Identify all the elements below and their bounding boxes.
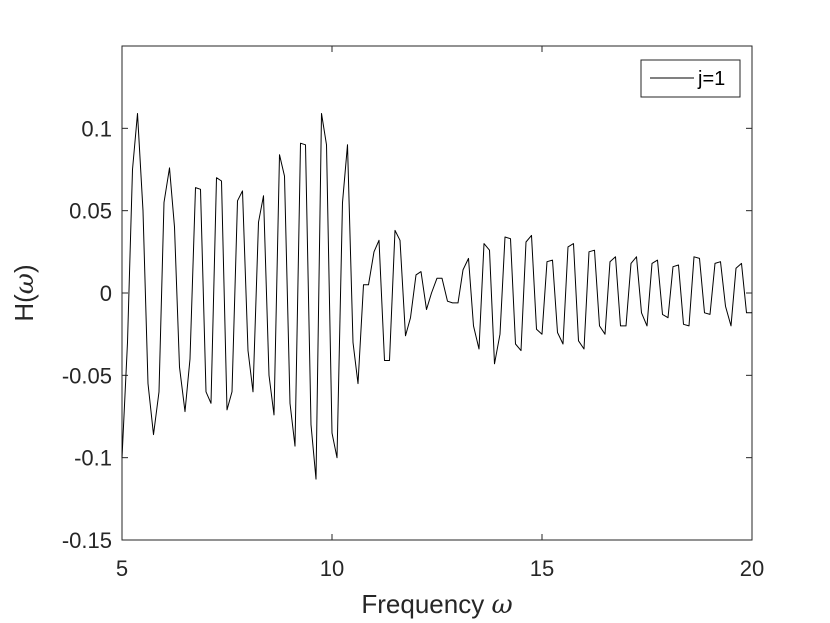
axis-ticks [121, 46, 753, 541]
x-tick-label: 10 [320, 556, 344, 581]
y-axis-label-symbol: ω [10, 273, 40, 294]
x-tick-label: 20 [740, 556, 764, 581]
y-tick-label: 0.1 [81, 116, 112, 141]
y-axis-label-text: H( [9, 294, 39, 322]
x-axis-label-symbol: ω [491, 590, 512, 620]
y-tick-label: -0.1 [74, 446, 112, 471]
x-axis-label-text: Frequency [361, 589, 491, 619]
x-tick-label: 15 [530, 556, 554, 581]
legend-label: j=1 [697, 68, 725, 90]
legend: j=1 [640, 59, 741, 98]
y-tick-label: -0.05 [62, 363, 112, 388]
x-axis-label: Frequency ω [361, 589, 512, 620]
y-tick-label: 0.05 [69, 199, 112, 224]
y-tick-labels: -0.15 -0.1 -0.05 0 0.05 0.1 [62, 116, 112, 553]
x-tick-label: 5 [116, 556, 128, 581]
y-axis-label-close: ) [9, 264, 39, 273]
x-tick-labels: 5 10 15 20 [116, 556, 764, 581]
y-tick-label: 0 [100, 281, 112, 306]
plot-area [121, 45, 753, 541]
y-axis-label: H(ω) [9, 264, 40, 321]
series-line-j1 [121, 113, 752, 480]
y-tick-label: -0.15 [62, 528, 112, 553]
